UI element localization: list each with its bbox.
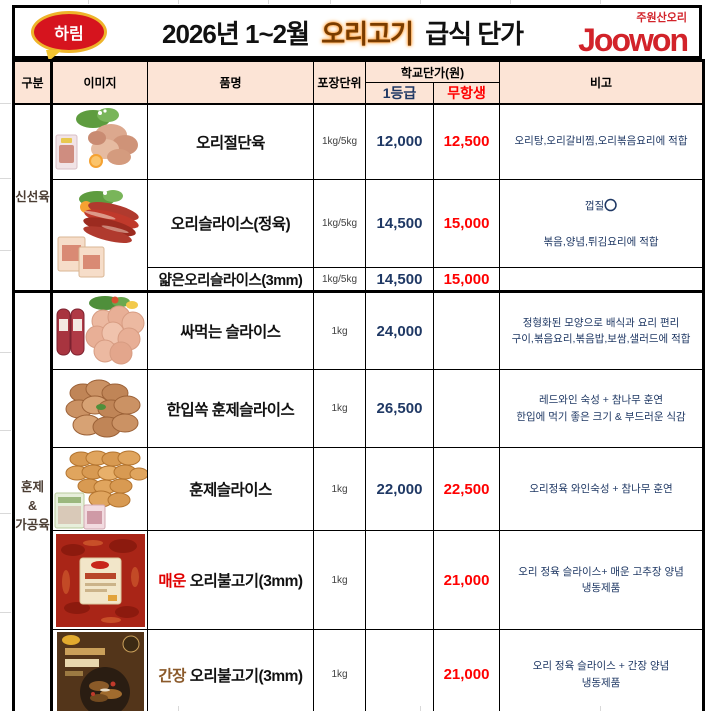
- product-name-colored: 매운: [158, 573, 186, 591]
- gridline: [268, 0, 269, 4]
- packaging-unit: 1kg: [313, 530, 366, 631]
- product-photo-duck-cut: [51, 103, 148, 180]
- remark: 껍질〇 볶음,양념,튀김요리에 적합: [499, 178, 705, 269]
- col-header-gubun: 구분: [13, 60, 53, 105]
- packaging-unit: 1kg: [313, 629, 366, 711]
- packaging-unit: 1kg/5kg: [313, 103, 366, 180]
- price-antibiotic-free: 12,500: [432, 103, 501, 180]
- table-row: 훈제 & 가공육 싸먹는 슬라이스 1kg 24,000 정형화된 모양으로: [13, 290, 705, 711]
- price-antibiotic-free: 15,000: [432, 267, 501, 293]
- group-label-smoked-processed: 훈제 & 가공육: [13, 290, 53, 711]
- remark: 오리 정육 슬라이스 + 간장 양념 냉동제품: [499, 629, 705, 711]
- product-name-rest: 오리불고기(3mm): [185, 667, 303, 685]
- packaging-unit: 1kg/5kg: [313, 178, 366, 269]
- remark: 오리정육 와인숙성 + 참나무 훈연: [499, 447, 705, 532]
- packaging-unit: 1kg/5kg: [313, 267, 366, 293]
- product-name: 오리절단육: [147, 103, 314, 180]
- joowon-tagline: 주원산오리: [636, 11, 687, 24]
- col-header-remarks: 비고: [499, 60, 705, 105]
- col-header-unit: 포장단위: [313, 60, 366, 105]
- product-photo-spicy-bulgogi-pack: [51, 530, 148, 631]
- title-suffix: 급식 단가: [425, 18, 524, 49]
- title-highlight: 오리고기: [321, 18, 414, 49]
- gridline: [600, 0, 601, 4]
- remark: [499, 267, 705, 293]
- remark: 정형화된 모양으로 배식과 요리 편리 구이,볶음요리,볶음밥,보쌈,샐러드에 …: [499, 290, 705, 371]
- price-grade1: 12,000: [365, 103, 434, 180]
- remark: 오리 정육 슬라이스+ 매운 고추장 양념 냉동제품: [499, 530, 705, 631]
- gridline: [0, 513, 11, 514]
- harim-logo: 하림: [31, 11, 107, 53]
- page-title: 2026년 1~2월 오리고기 급식 단가: [107, 14, 578, 51]
- col-header-price-group: 학교단가(원): [364, 60, 501, 83]
- table-row: 오리슬라이스(정육) 1kg/5kg 14,500 15,000 껍질〇 볶음,…: [14, 178, 705, 293]
- gridline: [0, 352, 11, 353]
- price-antibiotic-free: [432, 369, 501, 449]
- col-header-image: 이미지: [51, 60, 148, 105]
- gridline: [0, 178, 11, 179]
- gridline: [0, 430, 11, 431]
- gridline: [0, 612, 11, 613]
- price-antibiotic-free: 15,000: [432, 178, 501, 269]
- product-photo-duck-slice: [51, 178, 148, 293]
- product-name: 간장 오리불고기(3mm): [147, 629, 314, 711]
- price-grade1: 14,500: [365, 178, 434, 269]
- table-row: 간장 오리불고기(3mm) 1kg 21,000 오리 정육 슬라이스 + 간장…: [14, 629, 705, 711]
- product-name: 오리슬라이스(정육): [147, 178, 314, 269]
- table-row: 한입쏙 훈제슬라이스 1kg 26,500 레드와인 숙성 + 참나무 훈연 한…: [14, 369, 705, 449]
- product-name: 싸먹는 슬라이스: [147, 290, 314, 371]
- harim-logo-text: 하림: [54, 26, 84, 43]
- product-photo-smoked-slice: [51, 447, 148, 532]
- product-name-colored: 간장: [158, 667, 186, 685]
- product-name-rest: 오리불고기(3mm): [185, 573, 303, 591]
- price-table: 구분 이미지 품명 포장단위 학교단가(원) 비고 1등급 무항생 신선육: [12, 59, 706, 711]
- packaging-unit: 1kg: [313, 369, 366, 449]
- price-grade1: 26,500: [365, 369, 434, 449]
- product-name: 매운 오리불고기(3mm): [147, 530, 314, 631]
- price-antibiotic-free: 21,000: [432, 530, 501, 631]
- col-header-name: 품명: [147, 60, 314, 105]
- price-grade1: [365, 530, 434, 631]
- product-name: 한입쏙 훈제슬라이스: [147, 369, 314, 449]
- product-name: 얇은오리슬라이스(3mm): [147, 267, 314, 293]
- price-grade1: [365, 629, 434, 711]
- joowon-logo: 주원산오리 Joowon: [578, 9, 689, 58]
- packaging-unit: 1kg: [313, 447, 366, 532]
- table-row: 훈제슬라이스 1kg 22,000 22,500 오리정육 와인숙성 + 참나무…: [14, 447, 705, 532]
- price-antibiotic-free: 22,500: [432, 447, 501, 532]
- remark: 오리탕,오리갈비찜,오리볶음요리에 적합: [499, 103, 705, 180]
- product-name: 훈제슬라이스: [147, 447, 314, 532]
- price-grade1: 22,000: [365, 447, 434, 532]
- remark-skin-label: 껍질: [584, 200, 605, 213]
- joowon-wordmark: Joowon: [578, 21, 689, 58]
- col-header-grade1: 1등급: [365, 82, 434, 105]
- price-antibiotic-free: 21,000: [432, 629, 501, 711]
- table-row: 신선육 오리절단육 1kg/5kg 12,000 12,500 오리탕,오리갈: [13, 103, 705, 293]
- col-header-antibiotic-free: 무항생: [432, 82, 501, 105]
- gridline: [420, 0, 421, 4]
- remark: 레드와인 숙성 + 참나무 훈연 한입에 먹기 좋은 크기 & 부드러운 식감: [499, 369, 705, 449]
- gridline: [88, 0, 89, 4]
- packaging-unit: 1kg: [313, 290, 366, 371]
- product-photo-bite-smoked-slice: [51, 369, 148, 449]
- gridline: [510, 0, 511, 4]
- table-row: 매운 오리불고기(3mm) 1kg 21,000 오리 정육 슬라이스+ 매운 …: [14, 530, 705, 631]
- group-label-fresh-meat: 신선육: [13, 103, 53, 293]
- price-grade1: 24,000: [365, 290, 434, 371]
- gridline: [178, 0, 179, 4]
- title-prefix: 2026년 1~2월: [162, 18, 310, 49]
- title-bar: 하림 2026년 1~2월 오리고기 급식 단가 주원산오리 Joowon: [12, 5, 702, 59]
- price-antibiotic-free: [432, 290, 501, 371]
- gridline: [0, 103, 11, 104]
- circle-mark-icon: 〇: [604, 198, 618, 214]
- remark-line2: 볶음,양념,튀김요리에 적합: [543, 235, 659, 248]
- gridline: [330, 0, 331, 4]
- price-grade1: 14,500: [365, 267, 434, 293]
- product-photo-wrap-slice: [51, 290, 148, 371]
- gridline: [0, 250, 11, 251]
- product-photo-soy-bulgogi-pack: [51, 629, 148, 711]
